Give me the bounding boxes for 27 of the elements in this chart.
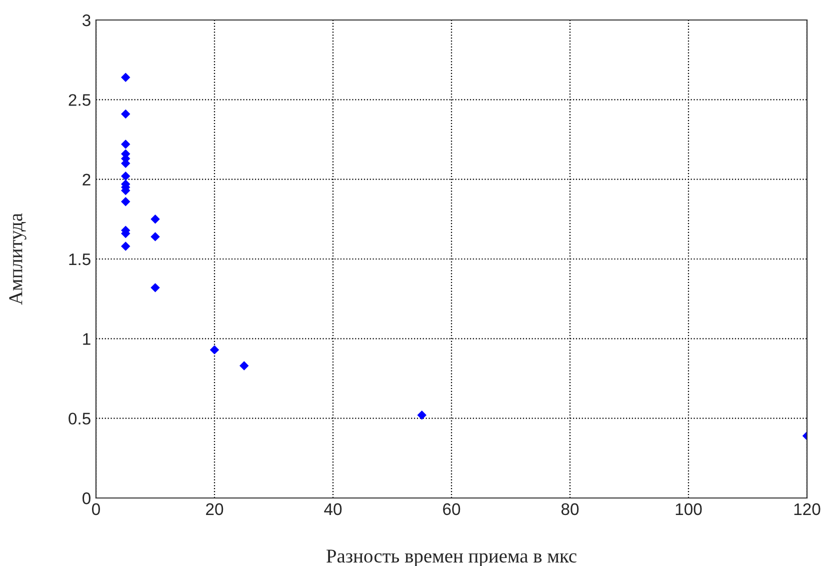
point (150, 232, 160, 242)
y-tick-label: 2 (82, 174, 90, 186)
y-tick-label: 1 (83, 333, 90, 345)
x-tick-label: 0 (92, 503, 100, 516)
point (150, 214, 160, 224)
point (121, 72, 130, 82)
point (240, 361, 249, 370)
point (121, 140, 130, 149)
point (121, 242, 130, 251)
point (121, 197, 130, 206)
y-tick-label: 3 (82, 14, 90, 26)
point (210, 345, 220, 354)
y-tick-label: 1.5 (69, 254, 90, 266)
y-axis-title: Амплитуда (9, 213, 26, 305)
point (121, 109, 130, 119)
point (417, 410, 426, 420)
point (121, 172, 130, 181)
x-tick-label: 100 (676, 503, 702, 516)
x-tick-label: 120 (794, 503, 820, 516)
x-tick-label: 40 (324, 503, 342, 516)
x-tick-label: 80 (561, 503, 579, 516)
x-tick-label: 20 (206, 503, 224, 516)
point (150, 283, 160, 292)
y-tick-label: 0.5 (68, 412, 90, 425)
y-tick-label: 2.5 (68, 94, 90, 106)
y-tick-label: 0 (82, 492, 90, 504)
x-tick-label: 60 (443, 503, 460, 516)
